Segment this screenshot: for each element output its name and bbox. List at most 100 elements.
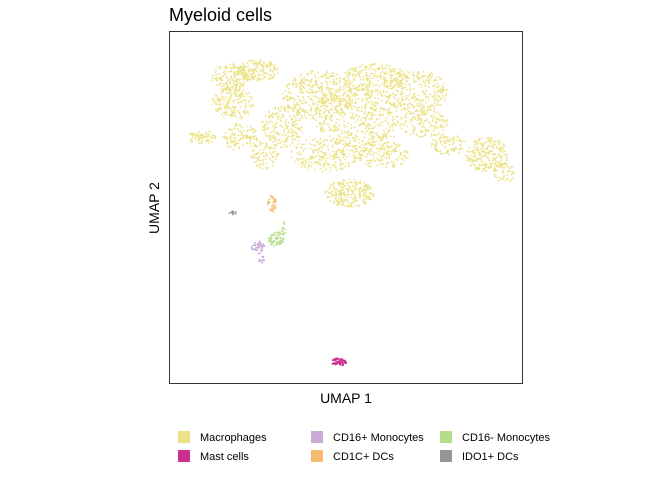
data-point (365, 105, 367, 107)
data-point (361, 69, 364, 72)
data-point (342, 188, 345, 191)
data-point (342, 359, 344, 362)
data-point (268, 112, 270, 114)
data-point (216, 100, 219, 102)
data-point (326, 81, 329, 83)
data-point (233, 128, 236, 131)
data-point (322, 123, 325, 126)
data-point (303, 114, 306, 117)
data-point (481, 160, 484, 163)
data-point (362, 76, 365, 79)
data-point (270, 159, 273, 162)
data-point (411, 105, 414, 108)
data-point (316, 90, 318, 93)
data-point (402, 73, 405, 76)
data-point (365, 71, 368, 74)
data-point (234, 71, 237, 73)
data-point (323, 143, 326, 146)
data-point (372, 90, 374, 93)
data-point (222, 85, 225, 87)
data-point (303, 157, 305, 160)
data-point (281, 140, 283, 143)
data-point (244, 92, 247, 94)
data-point (288, 135, 290, 138)
data-point (358, 194, 361, 196)
data-point (325, 74, 328, 77)
data-point (248, 75, 251, 78)
data-point (384, 67, 387, 70)
data-point (440, 141, 442, 144)
data-point (373, 72, 376, 75)
data-point (343, 117, 345, 120)
data-point (437, 127, 440, 129)
data-point (364, 66, 367, 69)
data-point (393, 77, 396, 79)
data-point (338, 113, 340, 115)
series-0-points (189, 59, 516, 208)
data-point (254, 135, 257, 138)
data-point (234, 125, 236, 128)
data-point (355, 109, 358, 112)
data-point (416, 105, 419, 107)
data-point (360, 159, 363, 161)
data-point (326, 71, 328, 73)
data-point (314, 113, 317, 115)
data-point (329, 81, 332, 83)
data-point (399, 75, 401, 78)
data-point (365, 87, 368, 90)
data-point (218, 67, 221, 70)
data-point (422, 80, 425, 83)
data-point (400, 80, 402, 83)
data-point (259, 243, 261, 246)
data-point (301, 110, 304, 112)
data-point (277, 142, 280, 145)
data-point (441, 118, 444, 121)
data-point (229, 90, 232, 92)
data-point (351, 149, 354, 151)
data-point (360, 186, 362, 189)
data-point (344, 82, 347, 84)
data-point (320, 109, 322, 112)
data-point (268, 151, 271, 153)
data-point (361, 64, 363, 67)
data-point (244, 104, 247, 107)
data-point (374, 141, 376, 144)
data-point (423, 74, 426, 77)
data-point (480, 137, 483, 140)
data-point (389, 70, 392, 73)
data-point (468, 157, 471, 160)
data-point (362, 195, 364, 197)
data-point (431, 96, 434, 98)
data-point (296, 132, 298, 135)
data-point (436, 111, 438, 114)
data-point (415, 80, 417, 83)
data-point (412, 71, 415, 74)
data-point (495, 157, 497, 159)
data-point (232, 210, 235, 213)
data-point (399, 125, 401, 127)
data-point (239, 66, 242, 68)
data-point (395, 110, 398, 112)
data-point (490, 139, 493, 141)
data-point (229, 81, 231, 84)
data-point (257, 151, 259, 154)
data-point (483, 149, 486, 152)
data-point (317, 161, 320, 164)
data-point (412, 112, 415, 115)
data-point (381, 159, 384, 161)
data-point (257, 62, 260, 64)
data-point (266, 154, 268, 157)
data-point (348, 86, 351, 89)
data-point (275, 139, 277, 141)
data-point (362, 116, 364, 119)
data-point (369, 90, 372, 93)
data-point (264, 147, 266, 150)
data-point (267, 135, 270, 138)
data-point (293, 82, 295, 84)
data-point (312, 151, 314, 153)
data-point (261, 74, 264, 76)
data-point (287, 90, 290, 93)
data-point (308, 104, 311, 106)
data-point (379, 91, 382, 94)
data-point (378, 66, 381, 69)
